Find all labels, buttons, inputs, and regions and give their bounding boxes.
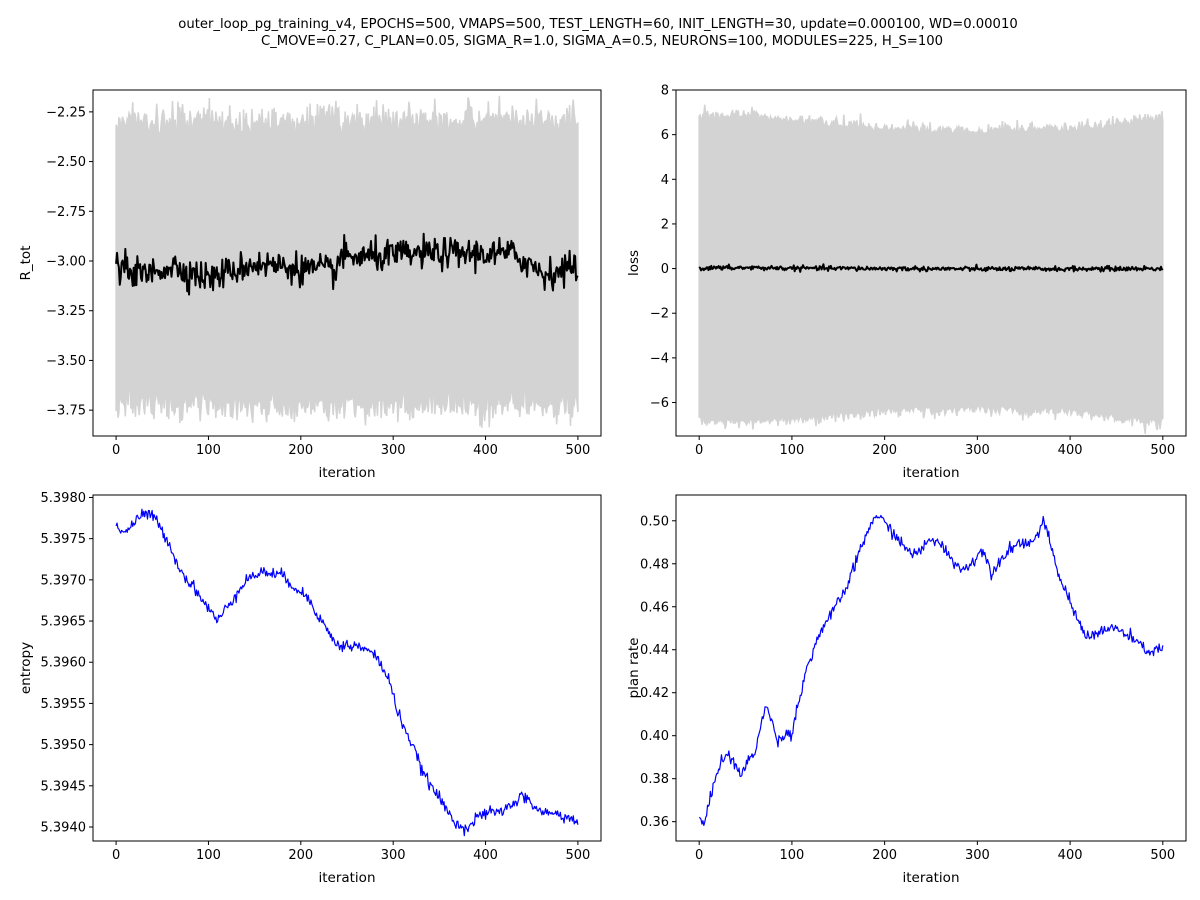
x-axis-label: iteration <box>318 870 375 886</box>
x-tick-label: 0 <box>695 848 703 863</box>
x-tick-label: 0 <box>112 443 120 458</box>
x-tick-label: 200 <box>288 443 313 458</box>
figure-title-line2: C_MOVE=0.27, C_PLAN=0.05, SIGMA_R=1.0, S… <box>261 34 943 49</box>
y-axis-label: entropy <box>18 642 34 694</box>
y-tick-label: 0.46 <box>640 600 669 615</box>
mean-line <box>115 232 579 296</box>
y-tick-label: −2.50 <box>46 155 86 170</box>
x-tick-label: 300 <box>965 848 990 863</box>
subplot-plan-rate: 0 100 200 300 400 500 0.36 0.38 0.40 0.42 0.44 0.46… <box>626 494 1187 886</box>
y-tick-label: 0.42 <box>640 686 669 701</box>
y-tick-label: 0.50 <box>640 514 669 529</box>
x-axis-label: iteration <box>902 870 959 886</box>
subplot-r-tot: 0 100 200 300 400 500 −3.75 −3.50 −3.25 −3.00 −2.7… <box>18 89 602 481</box>
x-tick-label: 400 <box>1058 443 1083 458</box>
x-tick-label: 400 <box>473 443 498 458</box>
x-axis-label: iteration <box>902 465 959 481</box>
y-tick-label: −3.50 <box>46 354 86 369</box>
variance-band <box>115 95 579 428</box>
y-tick-label: 5.3975 <box>41 532 87 547</box>
x-tick-label: 300 <box>965 443 990 458</box>
y-tick-label: −6 <box>650 396 669 411</box>
y-axis-label: loss <box>626 250 642 276</box>
y-axis-label: plan rate <box>626 638 642 699</box>
y-axis-label: R_tot <box>18 246 34 281</box>
x-tick-label: 200 <box>288 848 313 863</box>
figure-title-line1: outer_loop_pg_training_v4, EPOCHS=500, V… <box>178 17 1017 32</box>
subplot-grid: 0 100 200 300 400 500−3.75−3.50−3.25−3.00−2.7… <box>18 84 1187 886</box>
x-tick-label: 200 <box>872 443 897 458</box>
subplot-entropy: 0 100 200 300 400 500 5.3940 5.3945 5.3950 5.3955… <box>18 491 602 886</box>
y-tick-label: −3.00 <box>46 255 86 270</box>
axes-frame <box>92 89 602 437</box>
x-tick-label: 500 <box>1150 443 1175 458</box>
x-tick-label: 300 <box>381 443 406 458</box>
y-tick-label: 4 <box>661 173 669 188</box>
x-tick-label: 100 <box>779 443 804 458</box>
plot-area <box>698 514 1164 827</box>
y-tick-label: −3.75 <box>46 404 86 419</box>
y-tick-label: 5.3970 <box>41 573 87 588</box>
x-tick-label: 100 <box>196 848 221 863</box>
y-tick-label: 5.3945 <box>41 779 87 794</box>
y-tick-label: 5.3950 <box>41 738 87 753</box>
series-line <box>115 508 579 837</box>
x-tick-label: 100 <box>779 848 804 863</box>
x-tick-label: 500 <box>565 848 590 863</box>
y-tick-label: 5.3980 <box>41 491 87 506</box>
y-tick-label: 8 <box>661 84 669 99</box>
subplot-loss: 0 100 200 300 400 500 −6 −4 −2 0 2 4 6 8 iteration loss <box>626 84 1187 481</box>
x-tick-label: 0 <box>112 848 120 863</box>
x-tick-label: 300 <box>381 848 406 863</box>
series-line <box>698 514 1164 827</box>
y-tick-label: 2 <box>661 217 669 232</box>
plot-area <box>698 104 1164 435</box>
y-tick-label: −2 <box>650 307 669 322</box>
x-tick-label: 400 <box>1058 848 1083 863</box>
x-tick-label: 500 <box>1150 848 1175 863</box>
y-tick-label: −3.25 <box>46 304 86 319</box>
y-tick-label: 6 <box>661 128 669 143</box>
x-tick-label: 400 <box>473 848 498 863</box>
y-tick-label: 0 <box>661 262 669 277</box>
y-tick-label: 5.3960 <box>41 656 87 671</box>
y-tick-label: 0.44 <box>640 643 669 658</box>
x-tick-label: 500 <box>565 443 590 458</box>
x-tick-label: 100 <box>196 443 221 458</box>
y-tick-label: 5.3940 <box>41 820 87 835</box>
axes-frame <box>675 89 1187 437</box>
mean-line <box>698 263 1164 273</box>
y-tick-label: −2.25 <box>46 105 86 120</box>
x-axis-label: iteration <box>318 465 375 481</box>
y-tick-label: 5.3955 <box>41 697 87 712</box>
axes-frame <box>675 494 1187 842</box>
plot-area <box>115 95 579 428</box>
y-tick-label: 5.3965 <box>41 615 87 630</box>
y-tick-label: −2.75 <box>46 205 86 220</box>
y-tick-label: 0.48 <box>640 557 669 572</box>
y-tick-label: 0.40 <box>640 729 669 744</box>
y-tick-label: 0.36 <box>640 815 669 830</box>
y-tick-label: −4 <box>650 351 669 366</box>
axes-frame <box>92 494 602 842</box>
plot-area <box>115 508 579 837</box>
x-tick-label: 0 <box>695 443 703 458</box>
y-tick-label: 0.38 <box>640 772 669 787</box>
x-tick-label: 200 <box>872 848 897 863</box>
